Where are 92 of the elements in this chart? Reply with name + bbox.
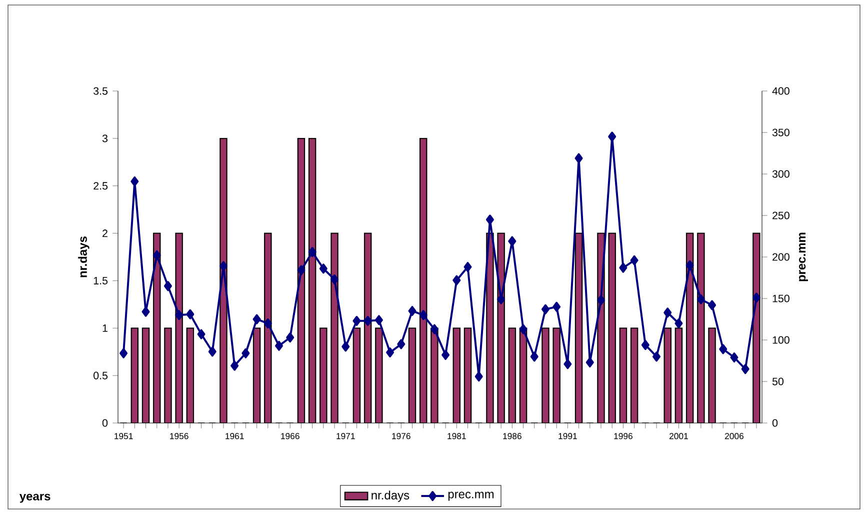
x-tick-label: 1966	[281, 433, 300, 440]
point	[719, 344, 728, 354]
point	[374, 315, 383, 326]
y2-tick-label: 300	[772, 170, 790, 178]
x-tick-label: 1971	[336, 433, 355, 440]
point	[741, 364, 750, 374]
point	[552, 302, 561, 312]
point	[530, 352, 538, 362]
y-tick-label: 0.5	[94, 372, 108, 380]
point	[430, 324, 438, 334]
x-tick-label: 1996	[614, 433, 632, 440]
point	[452, 275, 461, 286]
point	[641, 340, 650, 350]
point	[408, 306, 416, 316]
point	[275, 340, 284, 351]
point	[696, 294, 705, 304]
point	[608, 132, 616, 142]
point	[297, 265, 306, 276]
y-tick-label: 1	[102, 324, 108, 332]
x-tick-label: 1991	[558, 433, 577, 440]
point	[230, 360, 239, 371]
x-tick-label: 1956	[170, 433, 188, 440]
point	[708, 300, 716, 310]
point	[574, 153, 583, 164]
point	[630, 255, 638, 266]
point	[486, 214, 494, 225]
y-tick-label: 3.5	[94, 87, 108, 95]
y2-tick-label: 200	[772, 253, 790, 261]
point	[752, 292, 760, 303]
point	[264, 318, 272, 328]
point	[564, 359, 572, 370]
x-tick-label: 1976	[392, 433, 410, 440]
y2-tick-label: 100	[772, 336, 790, 344]
y-axis-title: nr.days	[78, 236, 90, 278]
point	[142, 306, 150, 317]
point	[541, 304, 550, 314]
y2-tick-label: 350	[772, 128, 790, 136]
point	[242, 348, 250, 358]
point	[219, 261, 228, 272]
y2-tick-label: 150	[772, 294, 790, 302]
point	[175, 310, 184, 320]
point	[186, 309, 194, 320]
point	[652, 352, 661, 362]
y2-tick-label: 0	[772, 419, 778, 427]
point	[197, 329, 206, 340]
point	[508, 236, 516, 246]
y2-tick-label: 50	[772, 378, 784, 386]
point	[664, 308, 672, 318]
point	[686, 260, 694, 270]
point	[152, 250, 161, 260]
text: years	[19, 494, 50, 503]
y-tick-label: 2.5	[94, 182, 108, 190]
point	[442, 350, 450, 360]
point	[164, 281, 172, 292]
y-tick-label: 1.5	[94, 276, 108, 284]
x-tick-label: 1961	[226, 433, 244, 440]
x-tick-label: 1951	[114, 433, 133, 440]
point	[120, 348, 128, 358]
y-tick-label: 3	[102, 134, 108, 142]
point	[130, 176, 139, 186]
y-tick-label: 0	[102, 419, 108, 427]
legend-label: nr.days	[372, 490, 410, 502]
point	[730, 352, 738, 362]
point	[286, 332, 294, 342]
x-tick-label: 1986	[503, 433, 522, 440]
point	[586, 357, 594, 368]
x-tick-label: 2001	[670, 433, 688, 440]
y2-axis-title: prec.mm	[798, 232, 808, 282]
point	[308, 247, 316, 258]
y2-tick-label: 250	[772, 212, 790, 220]
point	[519, 324, 528, 334]
point	[464, 262, 472, 272]
point	[596, 295, 605, 306]
x-tick-label: 2006	[725, 433, 744, 440]
legend-label: prec.mm	[448, 492, 494, 501]
point	[364, 316, 372, 326]
x-tick-label: 1981	[448, 433, 466, 440]
point	[252, 314, 261, 324]
point	[674, 318, 683, 328]
y-tick-label: 2	[102, 230, 108, 237]
point	[208, 346, 216, 357]
point	[330, 274, 339, 284]
point	[342, 342, 350, 352]
point	[352, 316, 361, 326]
y2-tick-label: 400	[772, 87, 790, 95]
point	[419, 310, 428, 320]
point	[474, 372, 483, 382]
point	[497, 294, 506, 304]
point	[397, 339, 406, 350]
point	[386, 347, 394, 358]
point	[319, 264, 328, 274]
point	[619, 262, 628, 273]
